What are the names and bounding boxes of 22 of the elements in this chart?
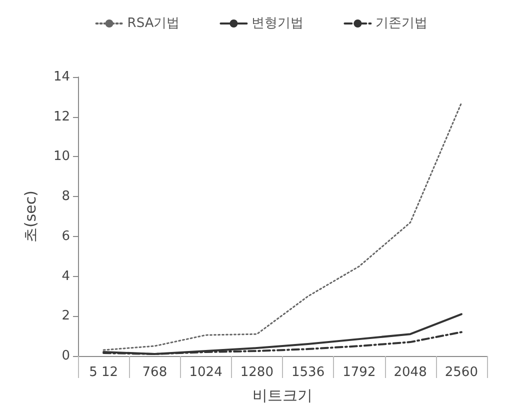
legend-label: 기존기법 [376,16,428,31]
x-tick-label: 1280 [240,365,274,380]
x-axis-title: 비트크기 [252,386,312,404]
legend-label: RSA기법 [127,16,180,31]
x-tick-label: 5 12 [89,365,118,380]
y-tick-label: 8 [62,189,70,204]
y-tick-label: 0 [62,348,70,364]
y-tick-label: 14 [53,70,70,84]
y-axis-title: 초(sec) [22,190,40,242]
y-tick-label: 4 [62,268,70,284]
y-tick-label: 6 [62,228,70,244]
y-tick-label: 12 [53,109,70,124]
x-tick-label: 1792 [342,365,376,380]
x-tick-label: 1536 [292,365,325,380]
legend-label: 변형기법 [252,16,304,31]
y-tick-label: 10 [53,149,70,164]
line-series [102,102,462,351]
x-tick-label: 1024 [189,365,222,380]
y-tick-label: 2 [62,308,70,324]
x-tick-label: 2560 [444,365,478,380]
x-tick-label: 768 [142,365,168,380]
x-tick-label: 2048 [394,365,427,380]
